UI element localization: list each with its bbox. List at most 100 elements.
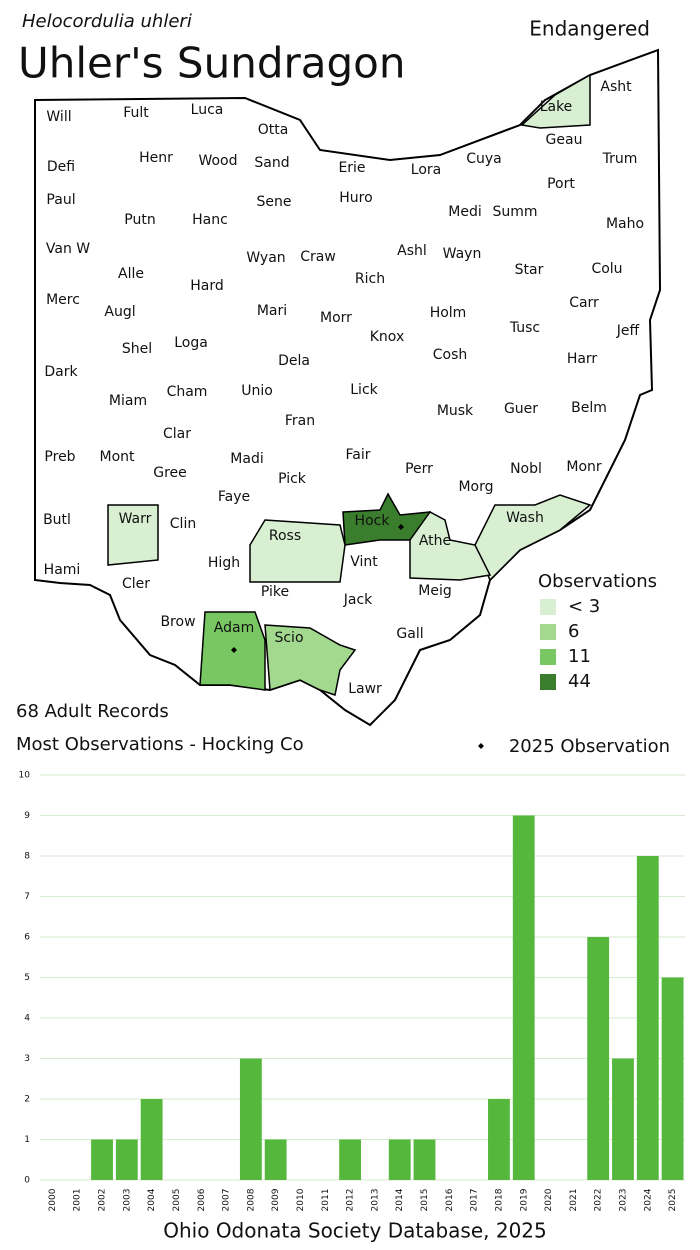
bar [488, 1099, 510, 1180]
county-label: Dela [278, 353, 310, 369]
county-label: Belm [571, 400, 607, 416]
x-tick-label: 2020 [544, 1188, 554, 1211]
county-label: Fair [346, 447, 371, 463]
county-label: Lick [350, 382, 378, 398]
y-tick-label: 10 [19, 771, 31, 781]
county-label: Musk [437, 403, 474, 419]
county-label: Harr [567, 351, 598, 367]
county-label: Scio [274, 630, 303, 646]
county-label: Port [547, 176, 575, 192]
county-label: Warr [119, 511, 152, 527]
most-observations: Most Observations - Hocking Co [16, 734, 304, 755]
county-label: Will [46, 109, 71, 125]
x-tick-label: 2012 [346, 1189, 356, 1212]
county-label: Vint [350, 554, 378, 570]
bar [140, 1099, 163, 1180]
county-label: Star [515, 262, 544, 278]
county-label: Trum [602, 151, 638, 167]
y-tick-label: 0 [24, 1176, 30, 1186]
x-tick-label: 2011 [321, 1189, 331, 1212]
county-label: Holm [430, 305, 467, 321]
county-label: Merc [46, 292, 80, 308]
scientific-name: Helocordulia uhleri [22, 11, 192, 32]
observation-2025 [231, 647, 237, 653]
county-label: Cham [167, 384, 208, 400]
county-label: Gall [396, 626, 423, 642]
x-tick-label: 2008 [246, 1188, 256, 1211]
x-tick-label: 2003 [122, 1189, 132, 1212]
county-label: Brow [160, 614, 195, 630]
county-label: Sene [257, 194, 292, 210]
county-label: Paul [46, 192, 75, 208]
legend-swatch [540, 599, 556, 615]
county-label: Fran [285, 413, 315, 429]
dot-legend-marker [478, 743, 484, 749]
x-tick-label: 2018 [494, 1188, 504, 1211]
county-label: Cosh [433, 347, 468, 363]
observation-2025 [398, 524, 404, 530]
bar [636, 856, 659, 1180]
y-tick-label: 2 [24, 1095, 30, 1105]
county-fill [264, 624, 357, 696]
county-label: Monr [566, 459, 602, 475]
county-label: Wash [506, 510, 544, 526]
x-tick-label: 2014 [395, 1188, 405, 1211]
bar [388, 1139, 411, 1180]
county-label: Guer [504, 401, 538, 417]
county-label: Jack [343, 592, 373, 608]
county-fill [474, 494, 592, 582]
y-tick-label: 5 [24, 973, 30, 983]
county-label: Morr [320, 310, 352, 326]
x-tick-label: 2015 [420, 1189, 430, 1212]
bar [661, 977, 684, 1180]
county-label: Tusc [509, 320, 540, 336]
county-label: Craw [300, 249, 336, 265]
county-label: Hock [355, 513, 391, 529]
county-label: Adam [214, 620, 254, 636]
county-label: Morg [458, 479, 493, 495]
x-tick-label: 2005 [172, 1189, 182, 1212]
y-tick-label: 1 [24, 1135, 30, 1145]
county-label: Sand [254, 155, 289, 171]
x-tick-label: 2010 [296, 1188, 306, 1211]
bar [512, 815, 535, 1180]
county-label: Alle [118, 266, 144, 282]
county-label: Clar [163, 426, 191, 442]
bar [91, 1139, 113, 1180]
county-label: High [208, 555, 240, 571]
y-tick-label: 9 [24, 811, 30, 821]
county-label: Jeff [616, 323, 640, 339]
x-tick-label: 2009 [271, 1188, 281, 1211]
x-tick-label: 2001 [73, 1189, 83, 1212]
x-tick-label: 2000 [48, 1188, 58, 1211]
county-label: Huro [339, 190, 372, 206]
county-fill [520, 73, 591, 129]
x-tick-label: 2016 [445, 1188, 455, 1211]
county-label: Unio [241, 383, 273, 399]
x-tick-label: 2004 [147, 1188, 157, 1211]
county-label: Miam [109, 393, 147, 409]
county-label: Butl [43, 512, 71, 528]
county-label: Loga [174, 335, 208, 351]
bar [264, 1139, 287, 1180]
ohio-outline [34, 48, 662, 727]
bar [239, 1058, 262, 1180]
county-label: Preb [44, 449, 75, 465]
county-label: Wood [198, 153, 237, 169]
y-tick-label: 8 [24, 852, 30, 862]
records: 68 Adult Records [16, 701, 169, 722]
county-label: Lora [411, 162, 441, 178]
x-tick-label: 2025 [668, 1189, 678, 1212]
y-tick-label: 6 [24, 933, 30, 943]
county-label: Hanc [192, 212, 228, 228]
county-label: Cler [122, 576, 150, 592]
status: Endangered [529, 17, 650, 41]
county-label: Lake [540, 99, 573, 115]
map: Will Fult Luca Otta Lake Asht Defi Henr Wood Sand… [43, 73, 657, 697]
county-label: Henr [139, 150, 173, 166]
y-tick-label: 3 [24, 1054, 30, 1064]
county-label: Luca [191, 102, 224, 118]
footer: Ohio Odonata Society Database, 2025 [163, 1219, 547, 1243]
legend-title: Observations [538, 571, 657, 592]
